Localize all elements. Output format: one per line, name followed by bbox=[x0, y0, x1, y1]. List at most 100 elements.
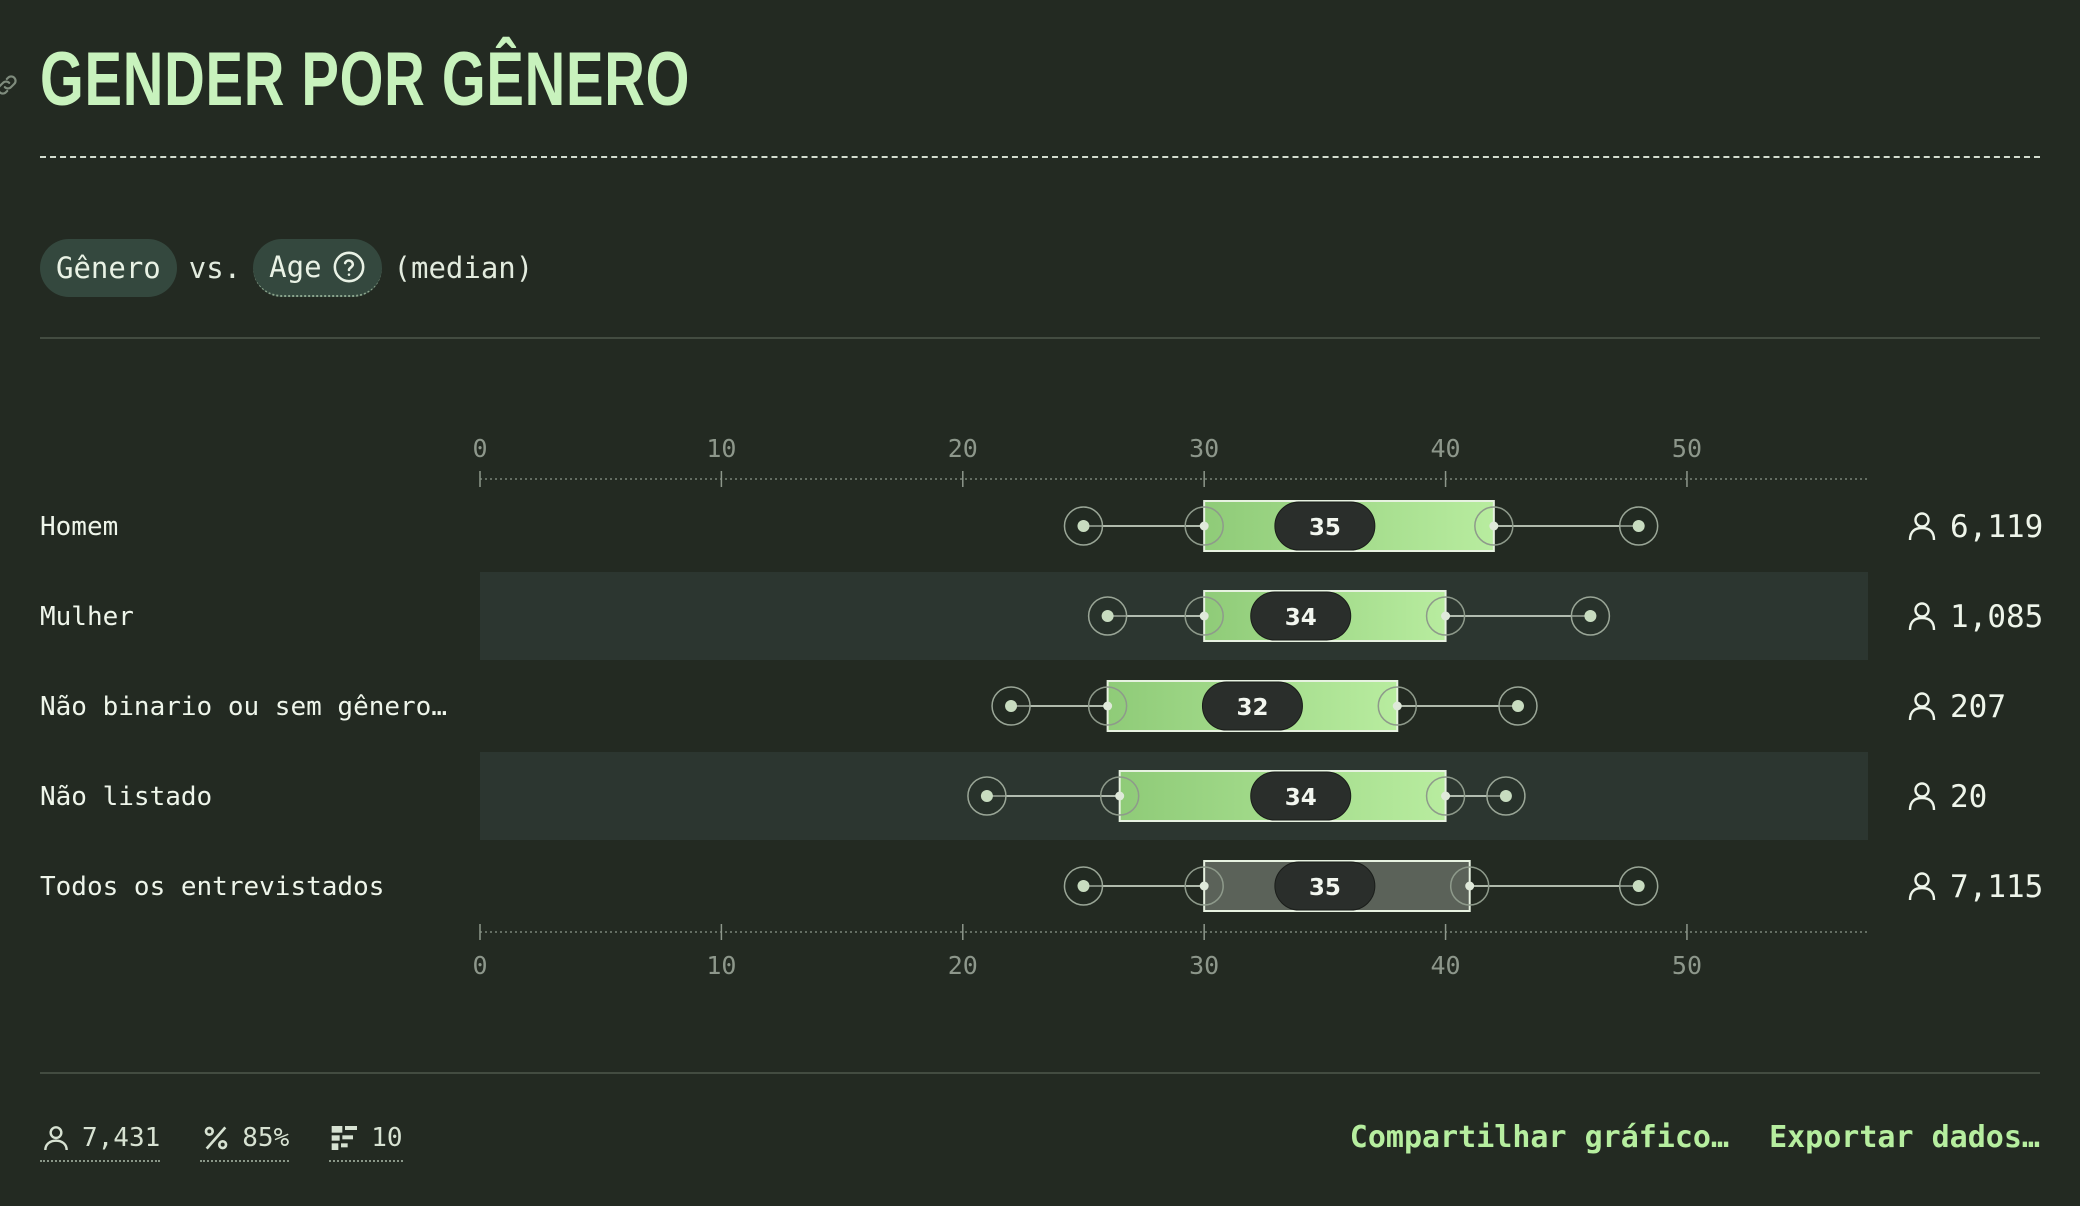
whisker-end-dot bbox=[1632, 880, 1645, 892]
whisker-end-dot bbox=[1511, 700, 1524, 712]
footer-stats: 7,431 85% 10 bbox=[40, 1118, 403, 1166]
respondents-stat[interactable]: 7,431 bbox=[40, 1122, 161, 1162]
user-icon bbox=[44, 1126, 68, 1151]
user-icon-body bbox=[1908, 526, 1936, 541]
quartile-marker-ring bbox=[1425, 596, 1466, 636]
quartile-marker-ring bbox=[1099, 776, 1140, 816]
median-pill bbox=[1274, 861, 1376, 911]
quartile-marker-dot bbox=[1103, 701, 1113, 711]
user-icon bbox=[1908, 872, 1936, 901]
median-value: 34 bbox=[1285, 605, 1317, 631]
quartile-marker-dot bbox=[1115, 791, 1125, 801]
user-icon bbox=[1908, 512, 1936, 541]
median-pill bbox=[1250, 591, 1352, 641]
median-value: 35 bbox=[1309, 875, 1341, 901]
user-icon-head bbox=[1914, 692, 1930, 708]
row-count: 6,119 bbox=[1950, 509, 2043, 545]
median-pill bbox=[1274, 501, 1376, 551]
quartile-marker-ring bbox=[1474, 506, 1514, 546]
user-icon-body bbox=[1908, 796, 1936, 811]
median-value: 34 bbox=[1285, 785, 1317, 811]
link-icon[interactable] bbox=[0, 72, 20, 98]
column-variable-pill[interactable]: Age bbox=[253, 239, 382, 297]
user-icon-body bbox=[1908, 706, 1936, 721]
quartile-marker-ring bbox=[1184, 596, 1224, 636]
aggregate-label: (median) bbox=[393, 251, 534, 285]
user-icon bbox=[1908, 692, 1936, 721]
quartile-marker-dot bbox=[1441, 611, 1451, 621]
footer-actions: Compartilhar gráfico… Exportar dados… bbox=[1350, 1120, 2040, 1155]
percentage-value: 85% bbox=[242, 1123, 290, 1153]
x-tick-label: 30 bbox=[1189, 951, 1219, 980]
quartile-marker-ring bbox=[1087, 686, 1128, 726]
median-value: 32 bbox=[1236, 695, 1268, 721]
row-count: 7,115 bbox=[1950, 869, 2043, 905]
quartile-marker-dot bbox=[1465, 881, 1475, 891]
x-tick-label: 20 bbox=[948, 434, 978, 463]
box-row: Homem 35 6,119 bbox=[40, 500, 2043, 552]
x-tick-label: 0 bbox=[472, 434, 487, 463]
row-label: Homem bbox=[40, 512, 118, 542]
share-chart-button[interactable]: Compartilhar gráfico… bbox=[1349, 1120, 1730, 1155]
help-icon[interactable] bbox=[332, 250, 366, 284]
quartile-marker-ring bbox=[1184, 506, 1224, 546]
quartile-marker-dot bbox=[1489, 521, 1499, 531]
median-pill bbox=[1250, 771, 1352, 821]
user-icon-head bbox=[1914, 782, 1930, 798]
whisker-end-dot bbox=[1005, 700, 1018, 712]
row-label: Todos os entrevistados bbox=[40, 872, 384, 902]
quartile-marker-dot bbox=[1199, 881, 1209, 891]
questions-count: 10 bbox=[371, 1123, 403, 1153]
row-count: 1,085 bbox=[1950, 599, 2043, 635]
x-tick-label: 30 bbox=[1189, 434, 1219, 463]
quartile-marker-ring bbox=[1184, 866, 1224, 906]
x-tick-label: 20 bbox=[948, 951, 978, 980]
user-icon-head bbox=[1914, 602, 1930, 618]
row-variable-pill[interactable]: Gênero bbox=[40, 239, 177, 297]
percentage-stat[interactable]: 85% bbox=[200, 1122, 290, 1162]
percent-icon bbox=[204, 1126, 228, 1150]
quartile-marker-ring bbox=[1449, 866, 1490, 906]
quartile-marker-ring bbox=[1425, 776, 1466, 816]
x-tick-label: 10 bbox=[706, 434, 736, 463]
whisker-end-dot bbox=[1077, 520, 1090, 532]
x-tick-label: 40 bbox=[1431, 434, 1461, 463]
whisker-end-dot bbox=[1101, 610, 1114, 622]
user-icon-body bbox=[1908, 616, 1936, 631]
row-variable-label: Gênero bbox=[56, 251, 161, 285]
row-label: Não listado bbox=[40, 782, 212, 812]
x-tick-label: 50 bbox=[1672, 951, 1702, 980]
user-icon bbox=[1908, 602, 1936, 631]
whisker-end-dot bbox=[980, 790, 993, 802]
respondents-count: 7,431 bbox=[82, 1123, 161, 1153]
row-label: Não binario ou sem gênero… bbox=[40, 692, 447, 722]
versus-label: vs. bbox=[188, 251, 242, 285]
boxplot-chart: 0 10 20 30 40 50 0 10 20 30 40 50 Homem 35 6,119 Mulher… bbox=[40, 434, 2043, 980]
median-value: 35 bbox=[1309, 515, 1341, 541]
quartile-marker-dot bbox=[1199, 611, 1209, 621]
questions-stat[interactable]: 10 bbox=[329, 1122, 403, 1162]
box-row: Não listado 34 20 bbox=[40, 770, 1987, 822]
user-icon-head bbox=[1914, 872, 1930, 888]
questions-icon bbox=[331, 1126, 358, 1150]
row-label: Mulher bbox=[40, 602, 134, 632]
query-description: Gênero vs. Age (median) bbox=[40, 239, 533, 297]
quartile-marker-dot bbox=[1441, 791, 1451, 801]
user-icon-body bbox=[1908, 886, 1936, 901]
row-count: 207 bbox=[1950, 689, 2006, 725]
x-tick-label: 40 bbox=[1431, 951, 1461, 980]
box-row: Não binario ou sem gênero… 32 207 bbox=[40, 680, 2006, 732]
box-row: Mulher 34 1,085 bbox=[40, 590, 2043, 642]
median-pill bbox=[1201, 681, 1303, 731]
export-data-button[interactable]: Exportar dados… bbox=[1769, 1120, 2040, 1155]
column-variable-label: Age bbox=[269, 250, 322, 284]
quartile-marker-dot bbox=[1392, 701, 1402, 711]
box-row: Todos os entrevistados 35 7,115 bbox=[40, 860, 2043, 912]
whisker-end-dot bbox=[1632, 520, 1645, 532]
section-divider-bottom bbox=[40, 1072, 2040, 1074]
x-tick-label: 50 bbox=[1672, 434, 1702, 463]
title-divider bbox=[40, 156, 2040, 158]
user-icon-head bbox=[1914, 512, 1930, 528]
whisker-end-dot bbox=[1499, 790, 1512, 802]
